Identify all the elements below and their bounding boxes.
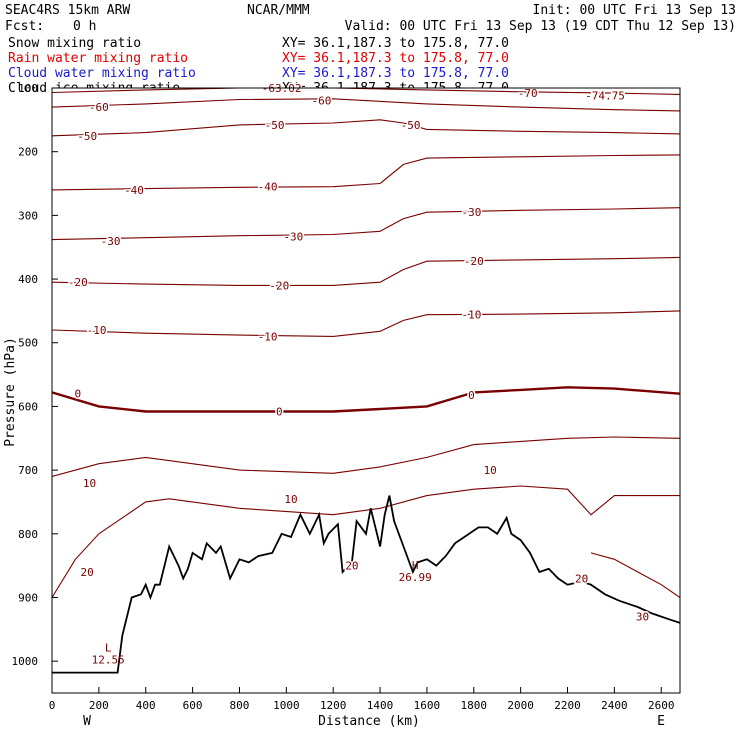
terrain-surface — [52, 495, 681, 674]
y-tick-label: 1000 — [12, 655, 39, 668]
contour-label: -60 — [89, 101, 109, 114]
contour-label: -30 — [101, 235, 121, 248]
contour-line-minus50 — [52, 119, 680, 137]
contour-label: -20 — [269, 279, 289, 292]
plot-area — [52, 88, 680, 693]
field-xy: XY= 36.1,187.3 to 175.8, 77.0 — [282, 66, 509, 81]
contour-label: -20 — [68, 276, 88, 289]
x-tick-label: 1400 — [367, 699, 394, 712]
contour-label: 20 — [575, 572, 588, 585]
contour-label: -50 — [401, 119, 421, 132]
y-tick-label: 900 — [18, 591, 38, 604]
axes: 0 200 400 600 800 1000 1200 1400 1600 1800 2000 220… — [12, 82, 681, 712]
contour-label: 20 — [345, 560, 358, 573]
x-tick-label: 400 — [136, 699, 156, 712]
temperature-contours — [52, 88, 680, 598]
contour-label: 10 — [284, 493, 297, 506]
contour-line-minus20 — [52, 256, 680, 286]
extremum-type: H — [412, 559, 419, 572]
y-tick-label: 100 — [18, 82, 38, 95]
y-tick-label: 800 — [18, 528, 38, 541]
y-axis-title: Pressure (hPa) — [3, 337, 18, 447]
contour-label: -10 — [87, 324, 107, 337]
contour-label: 30 — [636, 611, 649, 624]
model-title: SEAC4RS 15km ARW — [5, 3, 130, 18]
contour-line-0 — [52, 386, 680, 413]
contour-line-minus70 — [52, 88, 680, 95]
terrain-line — [52, 495, 681, 674]
x-tick-label: 2000 — [507, 699, 534, 712]
contour-line-minus30 — [52, 207, 680, 241]
contour-label: 10 — [83, 477, 96, 490]
valid-time: Valid: 00 UTC Fri 13 Sep 13 (19 CDT Thu … — [345, 19, 736, 34]
west-end-label: W — [83, 714, 91, 729]
y-tick-label: 700 — [18, 464, 38, 477]
east-end-label: E — [657, 714, 665, 729]
contour-label: -50 — [265, 119, 285, 132]
extremum-value: 12.55 — [92, 654, 125, 667]
center-label: NCAR/MMM — [247, 3, 310, 18]
plot-background — [52, 88, 680, 693]
contour-line-10 — [52, 436, 680, 478]
contour-label: 10 — [484, 464, 497, 477]
contour-label: -30 — [462, 206, 482, 219]
field-name: Rain water mixing ratio — [8, 51, 188, 66]
x-tick-label: 600 — [183, 699, 203, 712]
contour-label: -74.75 — [585, 90, 625, 103]
contour-label: -60 — [312, 95, 332, 108]
contour-label: 0 — [276, 406, 283, 419]
contour-line-minus40 — [52, 154, 680, 191]
y-tick-label: 200 — [18, 146, 38, 159]
y-tick-label: 600 — [18, 400, 38, 413]
x-axis-title: Distance (km) — [318, 714, 420, 729]
contour-line-minus10 — [52, 310, 680, 337]
init-time: Init: 00 UTC Fri 13 Sep 13 — [533, 3, 737, 18]
contour-label: -10 — [258, 330, 278, 343]
contour-label: -20 — [464, 255, 484, 268]
fcst-label: Fcst: — [5, 19, 44, 34]
contour-labels: -74.75-63.02-60 -60-70-50-50 -50-40 -40-30-… — [66, 81, 650, 667]
plot-frame — [51, 87, 681, 694]
x-tick-label: 2400 — [601, 699, 628, 712]
contour-label: -30 — [283, 230, 303, 243]
x-tick-label: 1800 — [461, 699, 488, 712]
field-xy: XY= 36.1,187.3 to 175.8, 77.0 — [282, 36, 509, 51]
extremum-value: 26.99 — [399, 571, 432, 584]
y-tick-label: 400 — [18, 273, 38, 286]
x-tick-label: 2600 — [648, 699, 675, 712]
x-tick-label: 800 — [230, 699, 250, 712]
fcst-value: 0 h — [73, 19, 96, 34]
contour-label: -10 — [462, 309, 482, 322]
contour-label: -40 — [124, 184, 144, 197]
field-legend: Snow mixing ratio XY= 36.1,187.3 to 175.8… — [8, 36, 509, 96]
contour-line-20 — [52, 485, 680, 598]
field-name: Snow mixing ratio — [8, 36, 141, 51]
contour-line-minus60 — [52, 98, 680, 112]
x-tick-label: 1000 — [273, 699, 300, 712]
x-tick-label: 1600 — [414, 699, 441, 712]
x-tick-label: 1200 — [320, 699, 347, 712]
field-name: Cloud water mixing ratio — [8, 66, 196, 81]
x-tick-label: 0 — [49, 699, 56, 712]
contour-label: -70 — [518, 87, 538, 100]
contour-label: 20 — [81, 566, 94, 579]
extremum-type: L — [105, 642, 112, 655]
contour-label: 0 — [74, 388, 81, 401]
y-tick-label: 300 — [18, 209, 38, 222]
contour-line-30 — [590, 552, 680, 598]
field-xy: XY= 36.1,187.3 to 175.8, 77.0 — [282, 51, 509, 66]
contour-label: -40 — [258, 181, 278, 194]
y-tick-label: 500 — [18, 337, 38, 350]
x-tick-label: 200 — [89, 699, 109, 712]
x-tick-label: 2200 — [554, 699, 581, 712]
contour-label: -50 — [77, 130, 97, 143]
contour-label: 0 — [468, 389, 475, 402]
